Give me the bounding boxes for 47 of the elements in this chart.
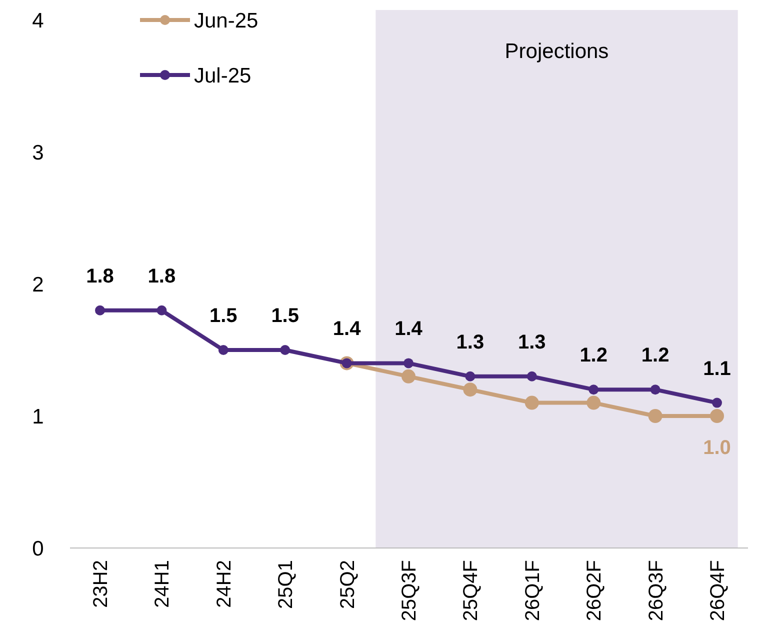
data-label: 1.3	[518, 331, 546, 354]
data-label: 1.1	[703, 358, 731, 380]
point	[404, 358, 414, 368]
x-tick-label: 26Q2F	[584, 560, 606, 622]
data-label: 1.8	[148, 265, 176, 288]
data-label: 1.0	[703, 437, 731, 459]
data-label: 1.4	[394, 318, 424, 340]
x-tick-label: 26Q1F	[522, 560, 544, 622]
x-tick-label: 24H1	[152, 560, 174, 608]
x-tick-label: 25Q2	[336, 560, 359, 609]
x-tick-label: 23H2	[90, 560, 112, 608]
x-tick-label: 25Q4F	[460, 560, 482, 622]
data-label: 1.3	[456, 331, 484, 354]
point	[588, 384, 599, 395]
legend-label: Jun-25	[194, 9, 258, 32]
y-tick-label: 1	[32, 405, 44, 428]
point	[586, 396, 601, 410]
data-label: 1.2	[641, 344, 670, 367]
point	[524, 396, 539, 410]
band-label: Projections	[504, 40, 609, 63]
x-tick-label: 26Q4F	[707, 560, 729, 622]
data-label: 1.8	[86, 265, 114, 288]
data-label: 1.5	[209, 305, 238, 327]
point	[712, 398, 722, 408]
y-tick-label: 4	[32, 9, 44, 32]
point	[156, 305, 167, 316]
data-label: 1.2	[580, 344, 608, 367]
point	[465, 371, 476, 382]
y-tick-label: 3	[32, 141, 44, 164]
point	[218, 345, 228, 355]
x-tick-label: 24H2	[213, 560, 236, 608]
point	[648, 409, 662, 423]
point	[402, 369, 416, 384]
point	[95, 305, 105, 316]
point	[280, 345, 290, 355]
point	[650, 384, 660, 395]
data-label: 1.4	[332, 318, 362, 340]
y-tick-label: 2	[32, 273, 44, 296]
y-tick-label: 0	[32, 537, 44, 560]
legend-label: Jul-25	[194, 64, 252, 88]
x-tick-label: 26Q3F	[645, 560, 668, 622]
point	[710, 409, 724, 423]
point	[526, 371, 537, 382]
point	[463, 382, 478, 397]
x-tick-label: 25Q1	[275, 560, 298, 609]
data-label: 1.5	[271, 305, 300, 327]
x-tick-label: 25Q3F	[398, 560, 420, 622]
